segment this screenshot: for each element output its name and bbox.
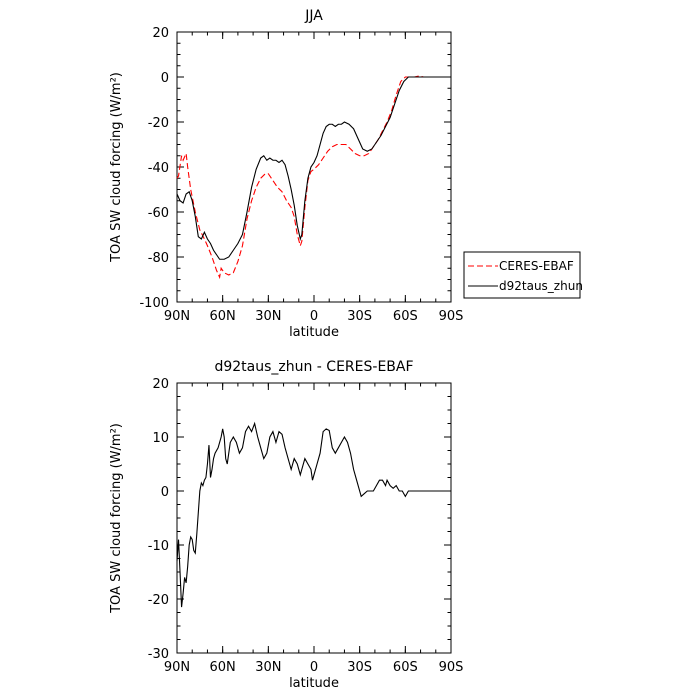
y-tick-label: -40 <box>148 161 169 176</box>
legend-box <box>463 251 581 299</box>
y-tick-label: -10 <box>148 539 169 554</box>
y-tick-label: -20 <box>148 593 169 608</box>
panel-1: -100 -80 -60 -40 -20 0 20 90N 60N 30N 0 30S 60S 90S JJ… <box>109 8 583 340</box>
x-tick-label: 30N <box>255 309 281 324</box>
y-tick-label: 0 <box>161 71 169 86</box>
chart-title: JJA <box>304 8 323 24</box>
x-tick-label: 60N <box>210 309 236 324</box>
x-tick-label: 60S <box>393 660 418 675</box>
x-tick-label: 0 <box>310 309 318 324</box>
y-tick-label: 0 <box>161 485 169 500</box>
series-line-ceres-ebaf <box>176 75 451 280</box>
y-axis-label: TOA SW cloud forcing (W/m²) <box>109 423 124 614</box>
x-axis-label: latitude <box>289 676 339 691</box>
x-tick-label: 60S <box>393 309 418 324</box>
x-tick-label: 90N <box>164 660 190 675</box>
y-tick-label: -60 <box>148 206 169 221</box>
y-tick-label: -30 <box>148 647 169 662</box>
x-tick-label: 30N <box>255 660 281 675</box>
series-line-d92taus-zhun <box>176 76 451 260</box>
plot-frame <box>176 31 452 303</box>
series-line-difference <box>176 421 451 608</box>
x-tick-label: 90S <box>439 309 464 324</box>
x-tick-label: 30S <box>347 309 372 324</box>
x-axis-label: latitude <box>289 325 339 340</box>
panel-2: -30 -20 -10 0 10 20 90N 60N 30N 0 30S 60S 90S d92taus… <box>109 359 463 691</box>
y-axis-label: TOA SW cloud forcing (W/m²) <box>109 72 124 263</box>
x-tick-label: 30S <box>347 660 372 675</box>
y-tick-label: -100 <box>139 296 169 311</box>
plot-frame <box>176 382 452 654</box>
y-tick-label: -20 <box>148 116 169 131</box>
x-tick-label: 90N <box>164 309 190 324</box>
x-tick-label: 90S <box>439 660 464 675</box>
y-tick-label: 20 <box>152 377 169 392</box>
y-tick-label: 20 <box>152 26 169 41</box>
y-tick-label: 10 <box>152 431 169 446</box>
chart-title: d92taus_zhun - CERES-EBAF <box>214 359 413 375</box>
x-tick-label: 0 <box>310 660 318 675</box>
y-tick-label: -80 <box>148 251 169 266</box>
x-tick-label: 60N <box>210 660 236 675</box>
legend: CERES-EBAF d92taus_zhun <box>463 251 583 299</box>
legend-label: d92taus_zhun <box>499 279 583 293</box>
legend-label: CERES-EBAF <box>499 259 574 273</box>
